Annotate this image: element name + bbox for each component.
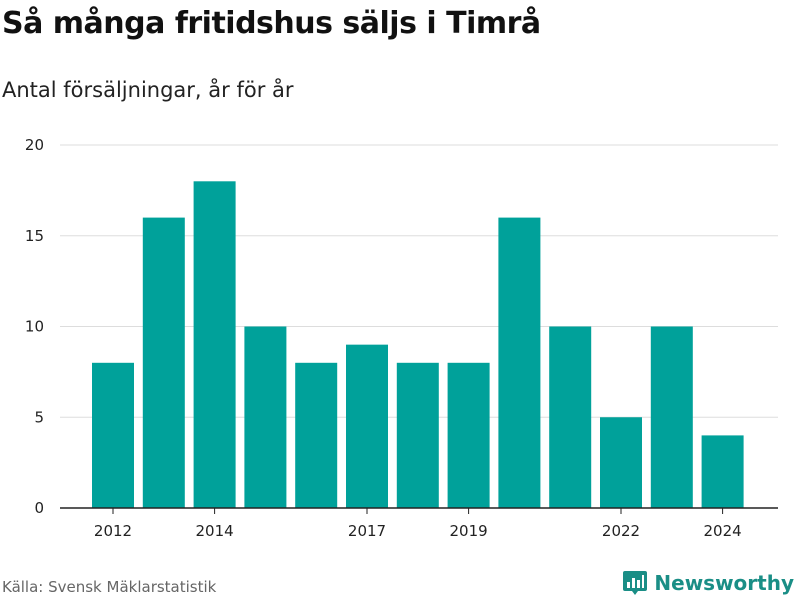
bars xyxy=(92,181,744,509)
bar-2016 xyxy=(295,362,338,508)
y-axis-tick-labels: 0 5 10 15 20 xyxy=(25,136,44,517)
x-tick-label: 2022 xyxy=(602,522,640,540)
bar-2018 xyxy=(396,362,439,508)
x-tick-label: 2019 xyxy=(450,522,488,540)
y-tick-label: 10 xyxy=(25,318,44,336)
x-tick-label: 2017 xyxy=(348,522,386,540)
bar-2019 xyxy=(447,362,490,508)
bar-2021 xyxy=(549,326,592,508)
x-axis-tick-labels: 2012 2014 2017 2019 2022 2024 xyxy=(94,522,742,540)
source-note: Källa: Svensk Mäklarstatistik xyxy=(2,578,217,596)
x-tick-label: 2012 xyxy=(94,522,132,540)
y-tick-label: 15 xyxy=(25,227,44,245)
bar-2015 xyxy=(244,326,287,508)
bar-2014 xyxy=(193,181,236,509)
brand-name: Newsworthy xyxy=(654,571,794,595)
bar-2013 xyxy=(142,217,185,508)
y-tick-label: 5 xyxy=(34,408,44,426)
bar-2017 xyxy=(346,344,388,508)
brand-logo[interactable]: Newsworthy xyxy=(622,569,794,597)
x-axis xyxy=(60,507,778,514)
bar-2023 xyxy=(650,326,693,508)
y-tick-label: 0 xyxy=(34,499,44,517)
chart-subtitle: Antal försäljningar, år för år xyxy=(2,78,294,102)
bar-2024 xyxy=(701,435,744,508)
bar-2022 xyxy=(600,417,642,508)
x-tick-label: 2024 xyxy=(704,522,742,540)
bar-chart: 0 5 10 15 20 2012 2014 2017 2019 2022 2024 xyxy=(25,136,778,540)
chart-title: Så många fritidshus säljs i Timrå xyxy=(2,6,541,41)
bar-2020 xyxy=(498,217,541,508)
bar-2012 xyxy=(92,362,134,508)
newsworthy-logo-icon xyxy=(623,571,648,595)
y-tick-label: 20 xyxy=(25,136,44,154)
x-tick-label: 2014 xyxy=(196,522,234,540)
